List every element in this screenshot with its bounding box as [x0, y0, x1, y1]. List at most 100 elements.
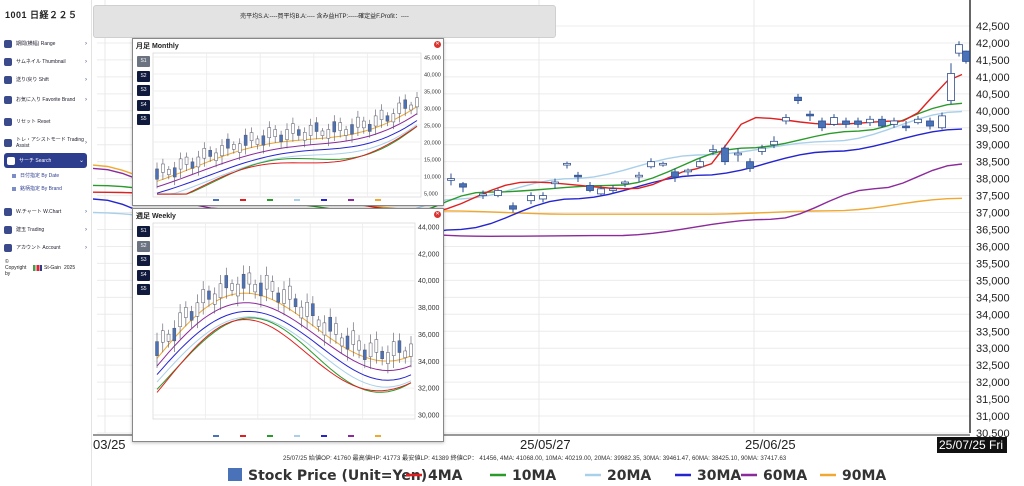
candle-body	[696, 161, 704, 168]
sidebar-item-wchart[interactable]: W.チャート W.Chart ›	[4, 208, 87, 216]
sidebar-item-search[interactable]: サーチ Search ⌄	[4, 153, 87, 168]
candle-body	[563, 162, 571, 166]
sidebar-item-assist[interactable]: トレ・アシストモード Trading Assist ›	[4, 137, 87, 149]
candle-body	[247, 272, 252, 285]
candle-body	[671, 171, 679, 178]
legend-label: Stock Price (Unit=Yen)	[248, 468, 427, 484]
candle-body	[314, 122, 319, 132]
logo-text: St-Gain	[44, 265, 61, 271]
mini-ma-line	[156, 317, 412, 393]
mini-legend-swatch	[267, 435, 273, 437]
mini-legend-swatch	[213, 435, 219, 437]
candle-body	[267, 127, 272, 139]
monthly-chart-panel[interactable]: 45,000 40,000 35,000 30,000 25,000 20,000 15,0…	[132, 38, 444, 206]
monthly-button-s2[interactable]: S2	[137, 70, 150, 82]
mini-ma-line	[156, 316, 412, 388]
weekly-button-s4[interactable]: S4	[137, 269, 150, 281]
weekly-button-s1[interactable]: S1	[137, 226, 150, 237]
sidebar-item-label: 送り/戻り Shift	[16, 77, 49, 83]
candle-body	[409, 343, 413, 357]
ohlc-info-line: 25/07/25 始値OP: 41760 最高値HP: 41773 最安値LP:…	[283, 454, 787, 462]
sidebar-item-shift[interactable]: 送り/戻り Shift ›	[4, 76, 87, 84]
candle-body	[338, 122, 342, 131]
y-tick-label: 35,000	[424, 90, 441, 96]
sidebar-item-reset[interactable]: リセット Reset	[4, 118, 87, 126]
y-tick-label: 37,000	[976, 208, 1010, 220]
y-tick-label: 42,000	[418, 251, 440, 258]
x-tick-label: 03/25	[93, 437, 126, 452]
monthly-button-s5[interactable]: S5	[137, 114, 150, 125]
candle-body	[214, 152, 218, 161]
search-by-date-link[interactable]: 日付指定 By Date	[12, 172, 59, 179]
candle-body	[938, 115, 946, 129]
candle-body	[878, 118, 886, 127]
sidebar-item-account[interactable]: アカウント Account ›	[4, 244, 87, 252]
legend-label: 20MA	[607, 468, 651, 484]
candle-body	[386, 352, 390, 364]
sub-item-label: 日付指定 By Date	[20, 173, 60, 179]
candle-body	[854, 120, 862, 125]
candle-body	[647, 161, 655, 168]
candle-body	[178, 312, 182, 327]
candle-body	[316, 319, 321, 327]
candle-body	[551, 181, 559, 185]
weekly-chart-panel[interactable]: 44,000 42,000 40,000 38,000 36,000 34,000 32,0…	[132, 208, 444, 442]
mini-ma-line	[157, 125, 418, 195]
legend-label: 10MA	[512, 468, 556, 484]
candle-body	[527, 195, 535, 202]
candle-body	[902, 125, 910, 129]
y-tick-label: 35,500	[976, 258, 1010, 270]
candle-body	[367, 124, 372, 132]
y-tick-label: 37,500	[976, 191, 1010, 203]
candle-body	[391, 113, 396, 123]
y-tick-label: 41,000	[976, 72, 1010, 84]
candle-body	[385, 115, 390, 122]
sidebar-item-calendar[interactable]: 期間(横幅) Range ›	[4, 40, 87, 48]
weekly-button-s5[interactable]: S5	[137, 284, 150, 295]
candle-body	[328, 316, 332, 332]
chevron-icon: ›	[85, 41, 87, 47]
sidebar-item-label: サーチ Search	[19, 157, 52, 164]
candle-body	[285, 129, 289, 140]
candle-body	[202, 148, 207, 159]
chevron-icon: ›	[85, 77, 87, 83]
main-price-chart[interactable]: 42,500 42,000 41,500 41,000 40,500 40,000 39,5…	[93, 0, 1024, 486]
calendar-icon	[4, 40, 12, 48]
search-by-brand-link[interactable]: 銘柄指定 By Brand	[12, 185, 62, 192]
candle-body	[299, 306, 304, 319]
sidebar-item-star[interactable]: お気に入り Favorite Brand ›	[4, 96, 87, 104]
weekly-chart[interactable]: 44,000 42,000 40,000 38,000 36,000 34,000 32,0…	[133, 209, 445, 443]
search-icon	[7, 156, 15, 165]
sidebar-item-trading[interactable]: 建玉 Trading ›	[4, 226, 87, 234]
sidebar-item-thumbnail[interactable]: サムネイル Thumbnail ›	[4, 58, 87, 66]
candle-body	[184, 307, 188, 318]
weekly-button-s2[interactable]: S2	[137, 240, 150, 252]
weekly-button-s3[interactable]: S3	[137, 255, 150, 266]
candle-body	[232, 144, 236, 150]
monthly-button-s3[interactable]: S3	[137, 85, 150, 96]
monthly-close-icon[interactable]: ✕	[434, 41, 441, 48]
monthly-button-s1[interactable]: S1	[137, 56, 150, 67]
weekly-close-icon[interactable]: ✕	[434, 211, 441, 218]
y-tick-label: 36,000	[976, 241, 1010, 253]
candle-body	[357, 340, 361, 351]
candle-body	[415, 97, 419, 108]
sidebar-item-label: サムネイル Thumbnail	[16, 59, 66, 65]
candle-body	[224, 275, 229, 289]
candle-body	[447, 178, 455, 181]
star-icon	[4, 96, 12, 104]
candle-body	[380, 350, 384, 360]
y-tick-label: 31,000	[976, 411, 1010, 423]
account-icon	[4, 244, 12, 252]
candle-body	[155, 341, 159, 356]
y-tick-label: 32,500	[976, 360, 1010, 372]
candle-body	[207, 290, 211, 300]
candle-body	[574, 174, 582, 178]
wchart-icon	[4, 208, 12, 216]
monthly-button-s4[interactable]: S4	[137, 99, 150, 111]
candle-body	[597, 188, 605, 195]
monthly-chart[interactable]: 45,000 40,000 35,000 30,000 25,000 20,000 15,0…	[133, 39, 445, 207]
candle-body	[494, 190, 502, 196]
y-tick-label: 5,000	[424, 192, 438, 198]
